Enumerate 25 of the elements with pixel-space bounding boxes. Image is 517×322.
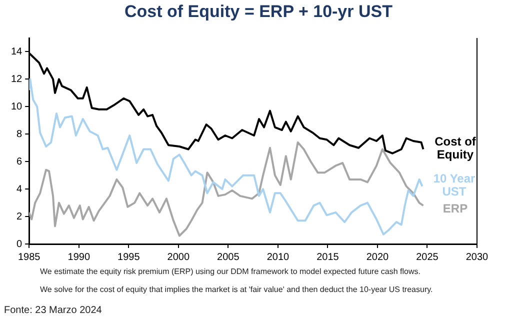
- series-label: ERP: [442, 202, 468, 216]
- x-tick-label: 2005: [217, 252, 240, 263]
- y-tick-label: 0: [16, 238, 23, 250]
- x-tick-label: 2010: [266, 252, 290, 263]
- y-tick-label: 6: [16, 156, 23, 168]
- chart-title: Cost of Equity = ERP + 10-yr UST: [124, 2, 394, 22]
- y-tick-label: 4: [16, 184, 23, 195]
- y-tick-label: 2: [16, 211, 23, 222]
- x-tick-label: 1995: [118, 252, 140, 263]
- x-tick-label: 2000: [167, 252, 190, 263]
- x-tick-label: 2015: [316, 252, 340, 263]
- series-label: Cost of Equity: [434, 134, 477, 162]
- x-tick-label: 2030: [466, 252, 489, 263]
- text: We estimate the equity risk premium (ERP) using our DDM framework to model expected future cash flows.: [40, 267, 420, 276]
- series-label: 10 Year UST: [433, 172, 476, 199]
- x-tick-label: 2020: [366, 252, 390, 263]
- y-tick-label: 12: [11, 74, 23, 85]
- x-tick-label: 1990: [68, 252, 90, 263]
- text: We solve for the cost of equity that implies the market is at 'fair value' and then deduct the 10-year US treasury.: [40, 285, 433, 294]
- y-tick-label: 14: [11, 46, 23, 58]
- source-note: Fonte: 23 Marzo 2024: [4, 305, 102, 316]
- y-tick-label: 10: [11, 101, 23, 112]
- x-tick-label: 2025: [416, 252, 439, 263]
- y-tick-label: 8: [16, 128, 23, 140]
- x-tick-label: 1985: [18, 252, 41, 263]
